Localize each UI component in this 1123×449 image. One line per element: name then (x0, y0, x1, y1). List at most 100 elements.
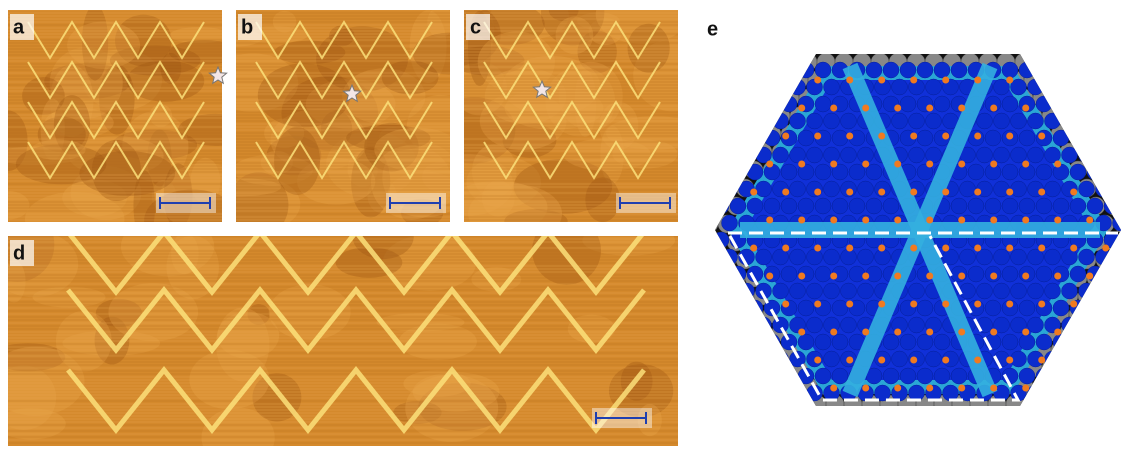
label-bg (10, 14, 34, 40)
atom-blue (721, 350, 738, 368)
atom-blue (1018, 367, 1036, 385)
atom-gray (1104, 124, 1121, 144)
orange-atom (958, 272, 966, 280)
orange-atom (1022, 384, 1030, 392)
atom-blue (1061, 350, 1078, 368)
atom-blue (1035, 163, 1053, 181)
atom-gray (1050, 54, 1070, 72)
orange-atom (910, 76, 918, 84)
orange-atom (798, 272, 806, 280)
atom-blue (1103, 265, 1121, 283)
atom-blue (1086, 367, 1104, 385)
moire-zigzag (483, 140, 661, 180)
atom-blue (1052, 333, 1070, 351)
atom-gray (1024, 35, 1042, 53)
atom-blue (715, 265, 730, 283)
atom-blue (814, 367, 832, 385)
orange-atom (910, 132, 918, 140)
atom-blue (1112, 350, 1121, 368)
orange-atom (862, 104, 870, 112)
orange-atom (942, 244, 950, 252)
atom-blue (1095, 146, 1112, 164)
atom-blue (1086, 299, 1104, 317)
texture (8, 259, 26, 303)
texture (381, 60, 439, 95)
atom-gray (735, 106, 755, 126)
atom-blue (729, 333, 747, 351)
orange-atom (990, 160, 998, 168)
orange-atom (878, 356, 886, 364)
atom-gray (726, 54, 746, 72)
image-panel (8, 236, 678, 446)
atom-blue (993, 316, 1010, 334)
atom-blue (729, 367, 747, 385)
atom-blue (840, 282, 857, 300)
orange-atom (830, 104, 838, 112)
atom-gray (1096, 35, 1114, 53)
atom-blue (908, 146, 925, 164)
texture (81, 49, 163, 111)
texture (70, 165, 142, 220)
atom-blue (715, 95, 730, 113)
orange-atom (942, 76, 950, 84)
texture (422, 161, 450, 192)
atom-blue (1010, 248, 1027, 266)
texture (305, 79, 396, 129)
atom-blue (848, 265, 866, 283)
label-bg (10, 240, 34, 266)
atom-blue (1112, 282, 1121, 300)
orange-atom (926, 160, 934, 168)
atom-blue (831, 299, 849, 317)
texture (481, 180, 515, 217)
atom-gray (744, 376, 764, 396)
atom-gray (1113, 178, 1121, 198)
orange-atom (1102, 132, 1110, 140)
atom-blue (772, 282, 789, 300)
orange-atom (958, 328, 966, 336)
atom-blue (1027, 112, 1044, 130)
image-bg (8, 10, 222, 222)
moire-zigzag (255, 60, 433, 100)
atom-blue (1103, 333, 1121, 351)
texture (627, 23, 670, 73)
orange-atom (958, 216, 966, 224)
orange-atom (910, 300, 918, 308)
atom-blue (1095, 282, 1112, 300)
atom-blue (715, 333, 730, 351)
atom-blue (797, 333, 815, 351)
orange-atom (846, 244, 854, 252)
orange-atom (1118, 328, 1121, 336)
orange-atom (926, 384, 934, 392)
texture (473, 10, 545, 46)
orange-atom (862, 328, 870, 336)
orange-atom (766, 328, 774, 336)
atom-gray (715, 88, 728, 108)
orange-atom (1070, 356, 1078, 364)
atom-blue (1052, 61, 1070, 79)
orange-atom (1118, 272, 1121, 280)
orange-atom (798, 384, 806, 392)
atom-blue (1103, 163, 1121, 181)
atom-blue (831, 197, 849, 215)
atom-blue (1001, 265, 1019, 283)
texture (464, 97, 516, 164)
atom-blue (763, 61, 781, 79)
atom-blue (925, 350, 942, 368)
atom-blue (806, 112, 823, 130)
star-marker (342, 83, 362, 103)
atom-blue (1010, 146, 1027, 164)
atom-blue (721, 248, 738, 266)
atom-gray (1113, 322, 1121, 342)
atom-gray (1050, 88, 1070, 108)
atom-gray (1077, 106, 1097, 126)
texture (257, 63, 351, 128)
atom-gray (1077, 322, 1097, 342)
texture (236, 154, 314, 186)
orange-atom (990, 328, 998, 336)
atom-blue (1069, 197, 1087, 215)
texture (270, 108, 368, 172)
atom-gray (715, 142, 719, 162)
image-panel (236, 10, 450, 222)
atom-gray (735, 142, 755, 162)
atom-blue (1044, 78, 1061, 96)
